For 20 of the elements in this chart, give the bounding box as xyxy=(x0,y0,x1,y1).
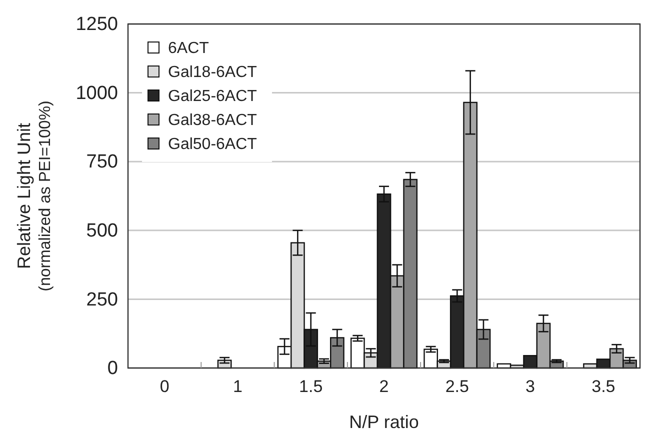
x-tick-label: 2.5 xyxy=(445,377,469,396)
legend-label: Gal38-6ACT xyxy=(168,112,258,129)
x-tick-label: 0 xyxy=(160,377,170,396)
y-tick-label: 750 xyxy=(86,152,118,173)
legend-label: Gal18-6ACT xyxy=(168,64,258,81)
y-tick-label: 1000 xyxy=(76,82,118,104)
y-tick-label: 1250 xyxy=(76,14,118,36)
legend-label: 6ACT xyxy=(168,40,210,57)
x-tick-label: 3 xyxy=(526,377,536,396)
x-axis-title: N/P ratio xyxy=(349,412,419,432)
legend-label: Gal50-6ACT xyxy=(168,136,258,153)
legend-label: Gal25-6ACT xyxy=(168,88,258,105)
y-tick-label: 500 xyxy=(86,220,118,242)
y-tick-label: 0 xyxy=(107,358,118,380)
x-tick-label: 3.5 xyxy=(592,377,616,396)
x-tick-label: 1 xyxy=(232,377,242,396)
x-tick-label: 2 xyxy=(379,377,389,396)
x-tick-label: 1.5 xyxy=(299,377,323,396)
y-tick-label: 250 xyxy=(86,289,118,310)
y-axis-title: Relative Light Unit (normalized as PEI=100%) xyxy=(14,100,54,292)
